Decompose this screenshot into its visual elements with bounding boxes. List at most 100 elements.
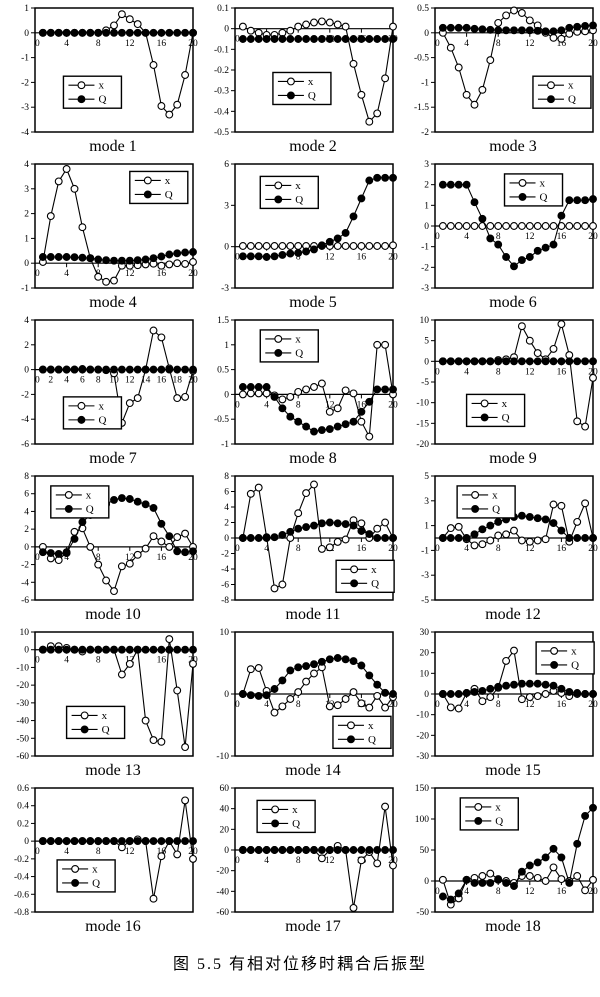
chart-canvas-mode-6: 3 2 1 0 -1 -2 -3 0 4 8 12 16 20 xQ — [421, 160, 598, 294]
marker-q — [141, 28, 150, 37]
legend-box: xQ — [50, 485, 110, 519]
chart-canvas-mode-18: 150 100 50 0 -50 0 4 8 12 16 20 xQ — [415, 784, 598, 918]
legend-box: xQ — [532, 75, 592, 109]
marker-q — [446, 534, 455, 542]
legend-label-x: x — [308, 76, 314, 88]
marker-x — [573, 222, 582, 230]
marker-q — [454, 690, 463, 698]
marker-x — [381, 518, 390, 527]
marker-q — [141, 365, 150, 374]
y-tick-label: 10 — [420, 316, 430, 326]
marker-x — [333, 537, 342, 546]
y-tick-label: -0.4 — [214, 107, 229, 117]
marker-x — [333, 701, 342, 710]
legend-marker-q — [518, 192, 527, 201]
x-tick-label: 16 — [157, 553, 167, 563]
marker-q — [510, 357, 518, 366]
marker-q — [246, 534, 255, 542]
y-tick-label: 0 — [24, 837, 29, 847]
marker-q — [310, 35, 318, 43]
marker-x — [333, 404, 342, 413]
legend-marker-q — [471, 504, 480, 513]
y-tick-label: -20 — [416, 440, 429, 450]
marker-x — [110, 587, 118, 596]
marker-q — [454, 23, 463, 32]
marker-q — [189, 547, 197, 556]
marker-q — [278, 676, 287, 685]
legend-frame — [335, 559, 395, 594]
x-tick-label: 16 — [157, 847, 167, 857]
x-tick-label: 12 — [525, 887, 535, 897]
legend-marker-x — [474, 802, 483, 811]
y-tick-label: 30 — [420, 628, 430, 638]
x-tick-label: 16 — [357, 253, 367, 263]
marker-x — [317, 544, 326, 553]
y-tick-label: 0.2 — [17, 819, 29, 829]
marker-q — [565, 357, 574, 366]
x-tick-label: 16 — [557, 887, 567, 897]
x-tick-label: 8 — [296, 253, 301, 263]
marker-q — [141, 837, 150, 846]
x-tick-label: 12 — [125, 269, 135, 279]
marker-q — [70, 253, 79, 262]
marker-q — [517, 679, 526, 688]
legend-box: xQ — [259, 175, 319, 210]
marker-x — [446, 222, 455, 230]
y-tick-label: -30 — [416, 752, 429, 762]
marker-q — [117, 494, 126, 503]
marker-x — [189, 258, 197, 266]
marker-q — [102, 28, 111, 37]
marker-x — [389, 22, 397, 31]
marker-q — [438, 690, 447, 698]
marker-q — [470, 878, 479, 887]
chart-canvas-mode-3: 0.5 0 -0.5 -1 -1.5 -2 0 4 8 12 16 20 xQ — [414, 4, 598, 138]
marker-q — [181, 548, 190, 557]
marker-x — [470, 222, 479, 230]
chart-title-mode-12: mode 12 — [485, 606, 541, 623]
y-tick-label: 0 — [224, 846, 229, 856]
y-tick-label: 0.6 — [17, 784, 29, 794]
marker-x — [541, 222, 550, 230]
marker-q — [278, 250, 287, 259]
y-tick-label: 6 — [24, 490, 29, 500]
marker-q — [173, 249, 182, 258]
marker-x — [373, 242, 382, 250]
marker-q — [581, 21, 590, 30]
marker-x — [565, 222, 574, 230]
marker-q — [62, 837, 71, 846]
marker-q — [333, 519, 342, 528]
y-tick-label: 100 — [415, 815, 430, 825]
marker-q — [565, 878, 574, 887]
marker-q — [294, 248, 303, 257]
marker-q — [454, 889, 463, 898]
marker-x — [365, 703, 374, 712]
marker-q — [270, 533, 279, 542]
marker-q — [565, 534, 574, 542]
legend-label-q: Q — [495, 815, 503, 827]
x-tick-label: 16 — [557, 367, 567, 377]
x-tick-label: 0 — [35, 656, 40, 666]
marker-x — [110, 21, 118, 30]
marker-q — [541, 515, 550, 524]
y-tick-label: 0.1 — [217, 4, 229, 14]
y-tick-label: 0 — [24, 259, 29, 269]
marker-q — [381, 534, 390, 542]
marker-q — [589, 195, 597, 204]
marker-x — [102, 576, 111, 585]
legend-box: xQ — [62, 396, 123, 430]
marker-q — [438, 892, 447, 901]
legend-frame — [129, 170, 189, 205]
y-tick-label: 0 — [24, 29, 29, 39]
x-tick-label: 8 — [296, 544, 301, 554]
marker-q — [54, 28, 63, 37]
x-tick-label: 20 — [388, 253, 398, 263]
marker-x — [486, 222, 495, 230]
marker-q — [357, 194, 366, 203]
y-tick-label: 2 — [224, 519, 229, 529]
marker-q — [349, 35, 358, 43]
marker-x — [525, 537, 534, 546]
y-tick-label: 4 — [24, 316, 29, 326]
chart-title-mode-10: mode 10 — [85, 606, 141, 623]
